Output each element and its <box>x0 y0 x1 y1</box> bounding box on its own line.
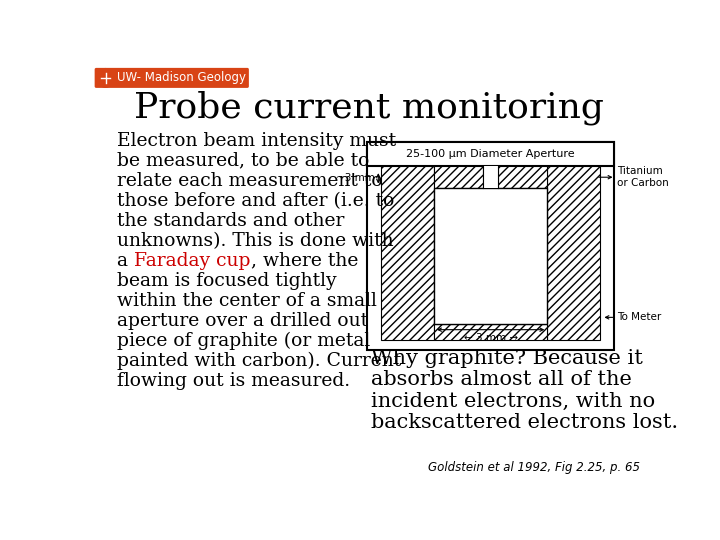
Text: those before and after (i.e. to: those before and after (i.e. to <box>117 192 395 210</box>
Bar <box>367 142 614 166</box>
Text: Probe current monitoring: Probe current monitoring <box>134 91 604 125</box>
Text: a: a <box>117 252 134 270</box>
Text: incident electrons, with no: incident electrons, with no <box>372 392 655 411</box>
Bar <box>498 166 547 188</box>
Text: painted with carbon). Current: painted with carbon). Current <box>117 352 401 370</box>
Text: absorbs almost all of the: absorbs almost all of the <box>372 370 632 389</box>
Circle shape <box>96 69 114 87</box>
Text: be measured, to be able to: be measured, to be able to <box>117 152 369 170</box>
Text: 25-100 μm Diameter Aperture: 25-100 μm Diameter Aperture <box>406 149 575 159</box>
Bar <box>434 323 547 340</box>
Text: ~3 mm: ~3 mm <box>336 173 375 184</box>
Text: backscattered electrons lost.: backscattered electrons lost. <box>372 413 678 432</box>
Text: aperture over a drilled out: aperture over a drilled out <box>117 312 368 330</box>
Text: Why graphite? Because it: Why graphite? Because it <box>372 348 643 368</box>
Bar <box>483 166 498 188</box>
Text: Titanium
or Carbon: Titanium or Carbon <box>617 166 669 188</box>
Text: relate each measurement to: relate each measurement to <box>117 172 383 190</box>
Text: ← 3 mm →: ← 3 mm → <box>464 333 518 343</box>
Bar <box>367 142 614 350</box>
Bar <box>382 166 434 340</box>
Text: Faraday cup: Faraday cup <box>134 252 251 270</box>
Text: Goldstein et al 1992, Fig 2.25, p. 65: Goldstein et al 1992, Fig 2.25, p. 65 <box>428 462 640 475</box>
Text: Electron beam intensity must: Electron beam intensity must <box>117 132 396 150</box>
Bar <box>547 166 600 340</box>
Text: To Meter: To Meter <box>617 312 661 322</box>
Bar <box>434 188 547 323</box>
Text: , where the: , where the <box>251 252 358 270</box>
Text: unknowns). This is done with: unknowns). This is done with <box>117 232 394 249</box>
Text: beam is focused tightly: beam is focused tightly <box>117 272 337 290</box>
Text: within the center of a small: within the center of a small <box>117 292 377 310</box>
Text: flowing out is measured.: flowing out is measured. <box>117 372 350 390</box>
Text: the standards and other: the standards and other <box>117 212 344 230</box>
Bar <box>434 166 483 188</box>
FancyBboxPatch shape <box>94 68 249 88</box>
Text: piece of graphite (or metal: piece of graphite (or metal <box>117 332 370 350</box>
Text: UW- Madison Geology  777: UW- Madison Geology 777 <box>117 71 276 84</box>
